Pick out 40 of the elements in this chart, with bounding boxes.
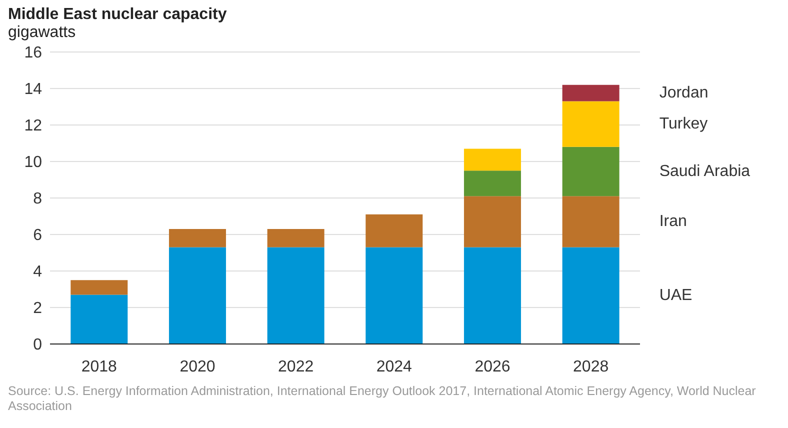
text: Iran: [659, 213, 687, 230]
chart-title: Middle East nuclear capacity: [8, 6, 228, 24]
text: Saudi Arabia: [659, 163, 750, 180]
text: Turkey: [659, 116, 708, 133]
y-tick-label: 2: [33, 300, 42, 318]
source-note: Source: U.S. Energy Information Administration, International Energy Outlook 2017, International Atomic Energy Agency, World Nuclear Association: [8, 384, 757, 414]
y-tick-label: 4: [33, 264, 42, 281]
y-tick-label: 0: [33, 336, 42, 354]
bar: [562, 146, 620, 196]
x-tick-label: 2022: [278, 358, 314, 376]
bar: [562, 101, 620, 147]
bar: [562, 247, 620, 344]
x-tick-label: 2018: [81, 358, 118, 376]
bar: [70, 294, 128, 344]
x-tick-label: 2020: [180, 358, 216, 376]
bar: [267, 229, 324, 248]
y-tick-label: 10: [24, 154, 42, 172]
y-tick-label: 8: [33, 190, 42, 208]
bar: [464, 196, 521, 248]
bar: [70, 280, 128, 295]
x-tick-label: 2028: [573, 358, 609, 376]
y-tick-label: 12: [24, 118, 42, 135]
y-tick-label: 6: [33, 227, 42, 244]
text: Jordan: [659, 84, 708, 102]
bar: [366, 247, 423, 344]
bar: [464, 247, 521, 344]
bar: [168, 229, 226, 248]
x-tick-label: 2024: [376, 358, 412, 376]
bar: [562, 84, 620, 102]
bar: [464, 170, 521, 196]
bar: [562, 196, 620, 248]
bar: [267, 247, 324, 344]
bar: [366, 214, 423, 248]
y-tick-label: 16: [24, 44, 42, 62]
bar: [464, 148, 521, 171]
x-tick-label: 2026: [474, 358, 510, 376]
y-axis-title: gigawatts: [8, 24, 77, 42]
text: UAE: [659, 287, 692, 304]
bar: [168, 247, 226, 344]
y-tick-label: 14: [24, 81, 42, 98]
